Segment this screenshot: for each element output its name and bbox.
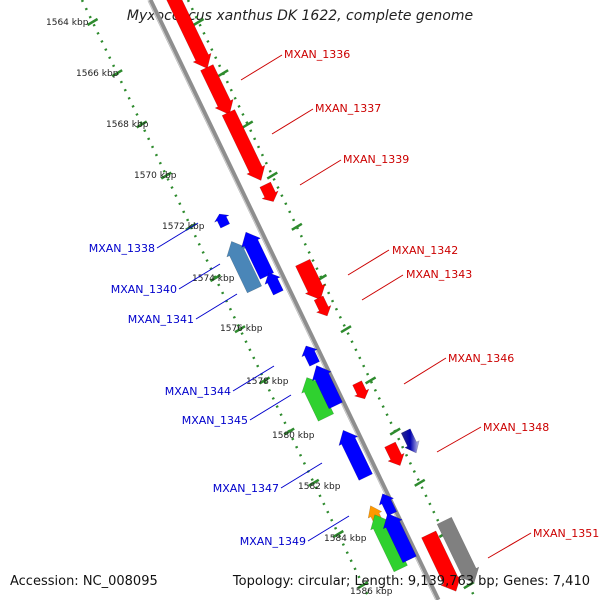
- gene-label[interactable]: MXAN_1337: [315, 102, 381, 115]
- gene-label[interactable]: MXAN_1347: [213, 482, 279, 495]
- major-tick: [242, 120, 254, 129]
- major-tick: [86, 17, 99, 27]
- major-tick: [160, 171, 172, 180]
- tick-label: 1576 kbp: [220, 324, 263, 334]
- tick-label: 1578 kbp: [246, 377, 289, 387]
- gene-label[interactable]: MXAN_1340: [111, 283, 177, 296]
- gene-label[interactable]: MXAN_1336: [284, 48, 350, 61]
- gene-label[interactable]: MXAN_1343: [406, 268, 472, 281]
- gene-arrow[interactable]: [436, 516, 480, 584]
- tick-label: 1570 kbp: [134, 171, 177, 181]
- major-tick: [340, 325, 352, 334]
- tick-label: 1582 kbp: [298, 482, 341, 492]
- leader-line: [436, 426, 482, 453]
- gene-label[interactable]: MXAN_1338: [89, 242, 155, 255]
- leader-line: [347, 249, 390, 276]
- tick-label: 1568 kbp: [106, 120, 149, 130]
- gene-arrow[interactable]: [311, 365, 343, 410]
- tick-label: 1584 kbp: [324, 534, 367, 544]
- gene-arrows: [159, 0, 480, 592]
- leader-line: [195, 293, 238, 320]
- major-tick: [463, 581, 475, 590]
- reverse-gene-labels: MXAN_1338 MXAN_1340 MXAN_1341 MXAN_1344 …: [89, 242, 306, 548]
- gene-arrow[interactable]: [338, 429, 373, 481]
- leader-line: [240, 54, 283, 81]
- major-tick: [389, 427, 401, 436]
- leader-lines: [156, 54, 532, 559]
- major-tick: [217, 69, 229, 78]
- gene-arrow[interactable]: [301, 345, 320, 367]
- outer-tick-track: [80, 0, 372, 600]
- gene-arrow[interactable]: [159, 0, 212, 69]
- gene-arrow[interactable]: [352, 380, 370, 400]
- leader-line: [307, 515, 350, 542]
- major-tick: [332, 529, 344, 539]
- map-title: Myxococcus xanthus DK 1622, complete gen…: [126, 8, 474, 24]
- gene-label[interactable]: MXAN_1344: [165, 385, 231, 398]
- major-tick: [258, 376, 271, 385]
- tick-label: 1566 kbp: [76, 69, 119, 79]
- major-tick: [111, 69, 123, 78]
- leader-line: [232, 365, 275, 392]
- leader-line: [299, 159, 342, 186]
- gene-label[interactable]: MXAN_1348: [483, 421, 549, 434]
- leader-line: [156, 222, 199, 249]
- leader-line: [178, 263, 221, 290]
- leader-line: [271, 108, 314, 135]
- gene-arrow[interactable]: [384, 441, 405, 466]
- leader-line: [280, 462, 323, 489]
- forward-gene-labels: MXAN_1336 MXAN_1337 MXAN_1339 MXAN_1342 …: [284, 48, 599, 540]
- gene-arrow[interactable]: [264, 272, 284, 296]
- gene-arrow[interactable]: [378, 493, 398, 517]
- genome-summary-text: Topology: circular; Length: 9,139,763 bp…: [232, 574, 590, 589]
- leader-line: [403, 357, 447, 385]
- leader-line: [487, 532, 532, 559]
- major-tick: [266, 171, 278, 180]
- accession-text: Accession: NC_008095: [10, 574, 158, 589]
- tick-label: 1580 kbp: [272, 431, 315, 441]
- gene-arrow[interactable]: [421, 530, 462, 592]
- gene-label[interactable]: MXAN_1342: [392, 244, 458, 257]
- major-tick: [414, 478, 426, 487]
- inner-tick-track: [186, 0, 478, 600]
- gene-label[interactable]: MXAN_1345: [182, 414, 248, 427]
- major-tick: [283, 427, 295, 436]
- kbp-labels: 1564 kbp 1566 kbp 1568 kbp 1570 kbp 1572…: [46, 18, 393, 597]
- gene-arrow[interactable]: [295, 258, 326, 300]
- gene-arrow[interactable]: [226, 241, 263, 294]
- major-tick: [192, 17, 205, 27]
- gene-arrow[interactable]: [259, 181, 279, 202]
- major-ticks: [86, 17, 475, 590]
- gene-arrow[interactable]: [200, 64, 234, 115]
- gene-arrow[interactable]: [313, 295, 332, 317]
- major-tick: [357, 581, 369, 590]
- gene-label[interactable]: MXAN_1339: [343, 153, 409, 166]
- gene-arrow[interactable]: [241, 231, 275, 280]
- major-tick: [136, 120, 148, 129]
- tick-label: 1572 kbp: [162, 222, 205, 232]
- major-tick: [234, 325, 246, 334]
- tick-label: 1564 kbp: [46, 18, 89, 28]
- gene-arrow[interactable]: [400, 428, 420, 454]
- gene-label[interactable]: MXAN_1349: [240, 535, 306, 548]
- major-tick: [209, 273, 222, 283]
- tick-label: 1586 kbp: [350, 587, 393, 597]
- major-tick: [308, 478, 320, 487]
- leader-line: [361, 274, 404, 301]
- gene-arrow[interactable]: [382, 513, 417, 564]
- gene-label[interactable]: MXAN_1341: [128, 313, 194, 326]
- gene-label[interactable]: MXAN_1351: [533, 527, 599, 540]
- leader-line: [249, 394, 292, 421]
- major-tick: [364, 376, 377, 385]
- major-tick: [291, 222, 303, 231]
- gene-label[interactable]: MXAN_1346: [448, 352, 514, 365]
- tick-label: 1574 kbp: [192, 274, 235, 284]
- gene-arrow[interactable]: [221, 109, 266, 181]
- gene-arrow[interactable]: [213, 213, 231, 229]
